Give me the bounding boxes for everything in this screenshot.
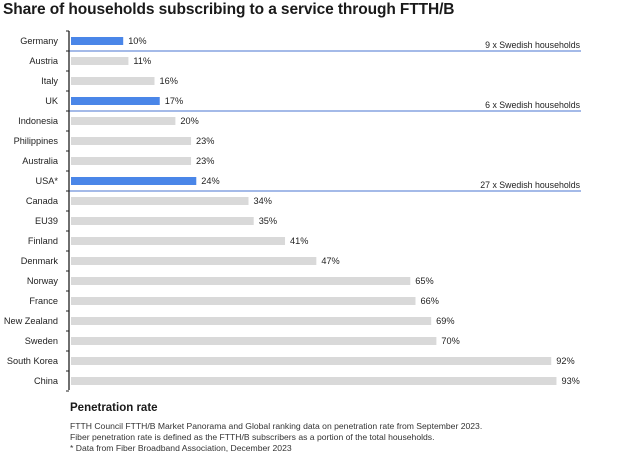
category-label-new-zealand: New Zealand [4, 316, 58, 326]
category-label-canada: Canada [26, 196, 59, 206]
category-label-germany: Germany [20, 36, 58, 46]
value-label-philippines: 23% [196, 136, 214, 146]
category-label-finland: Finland [28, 236, 58, 246]
category-label-china: China [34, 376, 59, 386]
footer-note-1: FTTH Council FTTH/B Market Panorama and … [70, 421, 483, 431]
value-label-china: 93% [561, 376, 579, 386]
category-label-denmark: Denmark [21, 256, 59, 266]
bar-south-korea [71, 357, 552, 365]
bar-norway [71, 277, 411, 285]
bar-canada [71, 197, 249, 205]
value-label-eu39: 35% [259, 216, 277, 226]
value-label-new-zealand: 69% [436, 316, 454, 326]
category-label-indonesia: Indonesia [18, 116, 59, 126]
category-label-italy: Italy [41, 76, 58, 86]
bar-uk [71, 97, 160, 105]
annotation-germany: 9 x Swedish households [485, 40, 580, 50]
value-label-usa: 24% [201, 176, 219, 186]
category-label-norway: Norway [27, 276, 59, 286]
bar-germany [71, 37, 124, 45]
annotation-uk: 6 x Swedish households [485, 100, 580, 110]
footer-note-2: Fiber penetration rate is defined as the… [70, 432, 435, 442]
value-label-south-korea: 92% [556, 356, 574, 366]
bar-new-zealand [71, 317, 432, 325]
bar-denmark [71, 257, 317, 265]
value-label-uk: 17% [165, 96, 183, 106]
category-label-france: France [29, 296, 58, 306]
bar-sweden [71, 337, 437, 345]
category-label-eu39: EU39 [35, 216, 58, 226]
footer-heading: Penetration rate [70, 402, 158, 414]
bar-chart: Germany 10% 9 x Swedish households Austria 1… [4, 30, 581, 392]
category-label-south-korea: South Korea [7, 356, 59, 366]
bar-indonesia [71, 117, 176, 125]
value-label-indonesia: 20% [180, 116, 198, 126]
value-label-austria: 11% [133, 56, 151, 66]
value-label-australia: 23% [196, 156, 214, 166]
bar-china [71, 377, 557, 385]
bar-austria [71, 57, 129, 65]
value-label-france: 66% [421, 296, 439, 306]
value-label-finland: 41% [290, 236, 308, 246]
bar-usa [71, 177, 197, 185]
chart-title: Share of households subscribing to a ser… [3, 1, 455, 18]
value-label-sweden: 70% [441, 336, 459, 346]
value-label-norway: 65% [415, 276, 433, 286]
value-label-canada: 34% [253, 196, 271, 206]
category-label-uk: UK [45, 96, 59, 106]
bar-philippines [71, 137, 192, 145]
category-label-philippines: Philippines [14, 136, 59, 146]
category-label-australia: Australia [22, 156, 59, 166]
category-label-austria: Austria [29, 56, 58, 66]
bar-finland [71, 237, 286, 245]
bar-eu39 [71, 217, 254, 225]
category-label-usa: USA* [36, 176, 59, 186]
bar-france [71, 297, 416, 305]
value-label-denmark: 47% [321, 256, 339, 266]
annotation-usa: 27 x Swedish households [480, 180, 580, 190]
category-label-sweden: Sweden [25, 336, 58, 346]
value-label-italy: 16% [160, 76, 178, 86]
footer-note-3: * Data from Fiber Broadband Association,… [70, 443, 292, 453]
value-label-germany: 10% [128, 36, 146, 46]
bar-australia [71, 157, 192, 165]
bar-italy [71, 77, 155, 85]
